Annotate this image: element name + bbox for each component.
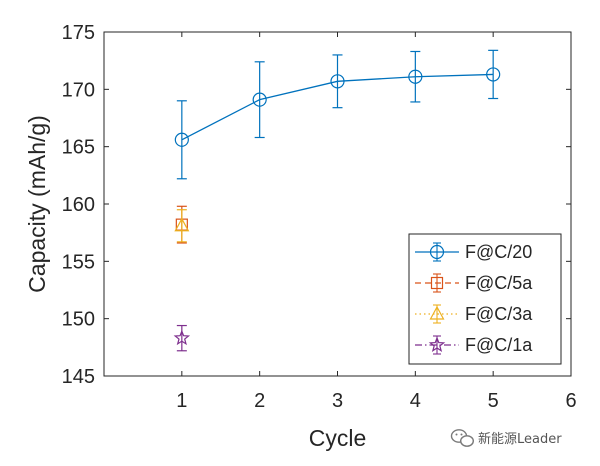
x-tick-label: 2 <box>254 390 265 412</box>
data-point <box>330 74 345 89</box>
legend-label: F@C/1a <box>465 335 533 355</box>
x-tick-label: 1 <box>176 390 187 412</box>
series-0 <box>174 49 501 180</box>
y-tick-label: 160 <box>62 194 95 216</box>
watermark-text: 新能源Leader <box>478 431 562 447</box>
watermark: 新能源Leader <box>450 429 562 447</box>
y-tick-label: 155 <box>62 251 95 273</box>
legend-item: F@C/1a <box>415 335 533 355</box>
legend-marker <box>430 276 444 290</box>
legend-label: F@C/20 <box>465 242 532 262</box>
data-point <box>408 69 423 84</box>
series-2 <box>174 209 190 243</box>
y-tick-label: 170 <box>62 79 95 101</box>
y-axis-title: Capacity (mAh/g) <box>24 115 50 293</box>
legend-label: F@C/3a <box>465 304 533 324</box>
x-axis-title: Cycle <box>309 425 367 451</box>
series-3 <box>173 324 191 352</box>
x-tick-label: 4 <box>410 390 421 412</box>
series-layer <box>173 49 501 352</box>
data-point <box>174 217 190 232</box>
legend-item: F@C/5a <box>415 273 533 293</box>
y-tick-label: 145 <box>62 366 95 388</box>
data-point <box>486 67 501 82</box>
x-tick-label: 5 <box>488 390 499 412</box>
x-tick-label: 6 <box>565 390 576 412</box>
data-point <box>173 329 191 346</box>
legend-item: F@C/3a <box>415 304 533 324</box>
data-point <box>174 132 189 147</box>
legend-item: F@C/20 <box>415 242 532 262</box>
data-point <box>252 92 267 107</box>
wechat-icon <box>450 429 475 447</box>
legend-marker <box>429 244 445 260</box>
legend-marker <box>429 305 445 320</box>
legend-marker <box>428 336 446 353</box>
y-tick-label: 150 <box>62 309 95 331</box>
legend-label: F@C/5a <box>465 273 533 293</box>
x-tick-label: 3 <box>332 390 343 412</box>
y-tick-label: 175 <box>62 22 95 44</box>
legend: F@C/20 F@C/5a F@C/3a F@C/1a <box>408 233 562 365</box>
ticks-layer: 1 2 3 4 5 6 145 150 155 160 165 170 175 <box>62 22 577 412</box>
y-tick-label: 165 <box>62 137 95 159</box>
